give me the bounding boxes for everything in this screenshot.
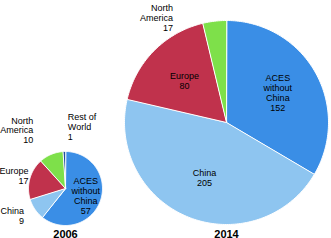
svg-text:2014: 2014 xyxy=(214,228,239,238)
svg-text:NorthAmerica17: NorthAmerica17 xyxy=(140,3,173,33)
svg-text:Europe80: Europe80 xyxy=(170,71,199,91)
svg-text:Rest ofWorld1: Rest ofWorld1 xyxy=(68,112,97,142)
svg-text:China9: China9 xyxy=(0,206,24,226)
svg-text:ACESwithoutChina57: ACESwithoutChina57 xyxy=(71,176,101,216)
svg-text:NorthAmerica10: NorthAmerica10 xyxy=(0,116,33,146)
svg-text:Europe17: Europe17 xyxy=(0,166,29,186)
svg-text:2006: 2006 xyxy=(53,228,77,238)
svg-text:China205: China205 xyxy=(193,168,217,188)
svg-text:ACESwithoutChina152: ACESwithoutChina152 xyxy=(263,73,293,113)
